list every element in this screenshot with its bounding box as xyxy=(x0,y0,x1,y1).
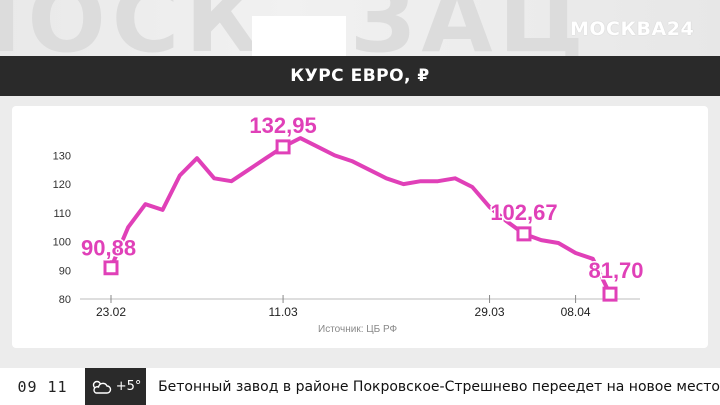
chart-title: КУРС ЕВРО, ₽ xyxy=(290,66,430,86)
data-point-marker xyxy=(602,286,618,302)
data-label: 132,95 xyxy=(249,113,316,138)
ticker-headline: Бетонный завод в районе Покровское-Стреш… xyxy=(158,378,720,395)
data-label: 90,88 xyxy=(81,236,136,261)
y-tick-label: 110 xyxy=(53,208,71,220)
watermark-block xyxy=(252,16,346,56)
clock: 09 11 xyxy=(0,368,86,405)
channel-logo: МОСКВА24 xyxy=(570,18,695,40)
x-tick-label: 08.04 xyxy=(561,305,591,319)
data-point-marker xyxy=(103,260,119,276)
data-label: 81,70 xyxy=(588,258,643,283)
chart-source: Источник: ЦБ РФ xyxy=(318,324,398,335)
y-tick-label: 80 xyxy=(59,294,71,306)
y-tick-label: 120 xyxy=(53,179,71,191)
data-point-marker xyxy=(275,139,291,155)
chart-title-bar: КУРС ЕВРО, ₽ xyxy=(0,56,720,96)
watermark-graphic-right: ЗАЦ xyxy=(350,0,590,56)
temperature: +5° xyxy=(115,379,142,394)
y-tick-label: 90 xyxy=(59,265,71,277)
weather-widget: +5° xyxy=(85,368,147,405)
watermark-graphic: МОСК xyxy=(0,0,267,56)
data-label: 102,67 xyxy=(490,200,557,225)
data-point-marker xyxy=(516,226,532,242)
x-tick-label: 29.03 xyxy=(475,305,505,319)
header-backdrop: МОСК ЗАЦ xyxy=(0,0,720,56)
x-tick-label: 23.02 xyxy=(96,305,126,319)
x-tick-label: 11.03 xyxy=(268,305,297,319)
y-tick-label: 130 xyxy=(53,150,71,162)
y-tick-label: 100 xyxy=(53,237,71,249)
cloud-sun-icon xyxy=(92,380,111,394)
line-chart: 80 90 100 110 120 130 23.02 11.03 29.03 08.04 90,8… xyxy=(12,106,708,348)
news-ticker: 09 11 +5° Бетонный завод в районе Покров… xyxy=(0,368,720,405)
